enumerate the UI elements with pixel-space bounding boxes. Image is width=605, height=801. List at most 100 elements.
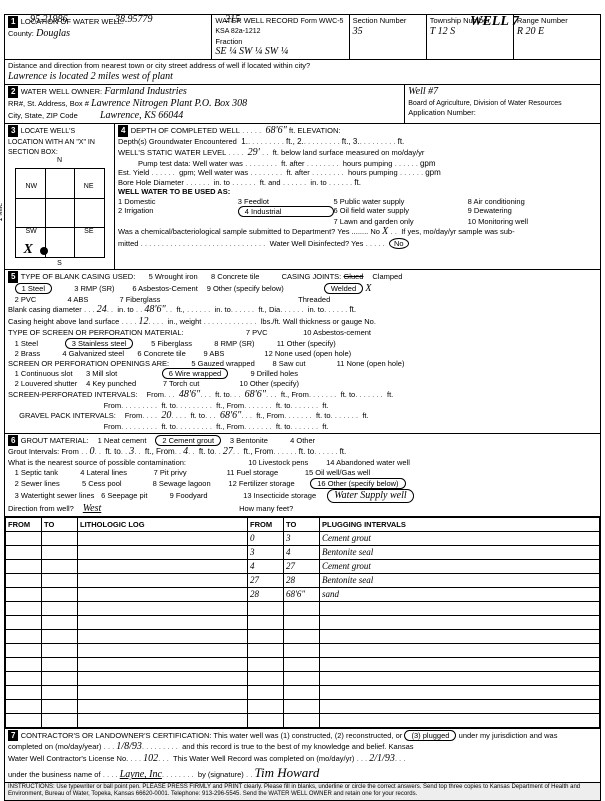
scr-7: 7 PVC bbox=[246, 328, 268, 337]
coord-1: 95.21986 bbox=[30, 14, 68, 26]
scr-3: 3 Stainless steel bbox=[65, 338, 134, 349]
owner-val: Farmland Industries bbox=[104, 86, 187, 97]
county-val: Douglas bbox=[36, 28, 70, 39]
direction-lbl: Distance and direction from nearest town… bbox=[8, 61, 310, 70]
scr-12: 12 None used (open hole) bbox=[264, 349, 351, 358]
compass-n: N bbox=[8, 157, 111, 165]
dia2: 48'6" bbox=[144, 304, 165, 315]
joints-lbl: CASING JOINTS: bbox=[282, 272, 342, 281]
dot-mark bbox=[40, 247, 48, 255]
co-2: 2 Sewer lines bbox=[15, 479, 60, 488]
use-3: 3 Feedlot bbox=[238, 197, 334, 206]
co-6: 6 Seepage pit bbox=[101, 491, 147, 500]
pump-lbl: Pump test data: Well water was bbox=[138, 159, 243, 168]
chem-lbl: Was a chemical/bacteriological sample su… bbox=[118, 227, 380, 236]
range-val: R 20 E bbox=[517, 26, 544, 37]
cas-opt-7: 7 Fiberglass bbox=[119, 295, 160, 304]
co-16: 16 Other (specify below) bbox=[310, 478, 405, 489]
use-4: 4 Industrial bbox=[238, 206, 334, 217]
height-val: 12 bbox=[138, 316, 148, 327]
yield-lbl: Est. Yield bbox=[118, 168, 149, 177]
log-header: TO bbox=[42, 517, 78, 531]
gi-lbl: Grout Intervals: From bbox=[8, 447, 79, 456]
table-row bbox=[6, 671, 600, 685]
sec5-num: 5 bbox=[8, 271, 18, 283]
sec7-num: 7 bbox=[8, 730, 18, 742]
se-lbl: SE bbox=[84, 228, 93, 236]
co-15: 15 Oil well/Gas well bbox=[305, 468, 370, 477]
depths-lbl: Depth(s) Groundwater Encountered bbox=[118, 137, 237, 146]
cas-opt-5: 5 Wrought iron bbox=[149, 272, 198, 281]
gravel-to1: 68'6" bbox=[220, 410, 241, 421]
open-heading: SCREEN OR PERFORATION OPENINGS ARE: bbox=[8, 359, 169, 368]
gi-to2: 27 bbox=[223, 446, 233, 457]
dir-val: West bbox=[83, 503, 102, 514]
sig-val: Tim Howard bbox=[254, 765, 319, 780]
gr-3: 3 Bentonite bbox=[230, 436, 268, 445]
joint-glued: Glued bbox=[343, 272, 363, 281]
op-11: 11 None (open hole) bbox=[337, 359, 405, 368]
direction-val: Lawrence is located 2 miles west of plan… bbox=[8, 71, 173, 82]
dia1: 24 bbox=[97, 304, 107, 315]
scr-5: 5 Fiberglass bbox=[151, 339, 192, 348]
screen-heading: TYPE OF SCREEN OR PERFORATION MATERIAL: bbox=[8, 328, 184, 337]
contam-lbl: What is the nearest source of possible c… bbox=[8, 458, 186, 467]
joint-welded: Welded bbox=[324, 283, 363, 294]
chem-ans: X bbox=[382, 226, 388, 237]
scr-1: 1 Steel bbox=[15, 339, 38, 348]
scr-2: 2 Brass bbox=[15, 349, 40, 358]
perf-from1: 48'6" bbox=[179, 389, 200, 400]
sec4-num: 4 bbox=[118, 125, 128, 137]
sec2-heading: WATER WELL OWNER: bbox=[21, 87, 102, 96]
co-3: 3 Watertight sewer lines bbox=[15, 491, 95, 500]
gravel-from1: 20 bbox=[161, 410, 171, 421]
sec6-num: 6 bbox=[8, 435, 18, 447]
app-lbl: Application Number: bbox=[408, 108, 476, 117]
scr-10: 10 Asbestos-cement bbox=[303, 328, 371, 337]
op-3: 3 Mill slot bbox=[86, 369, 117, 378]
disinfect-no: No bbox=[389, 238, 409, 249]
sec1-num: 1 bbox=[8, 16, 18, 28]
scr-8: 8 RMP (SR) bbox=[214, 339, 254, 348]
sec4-heading: DEPTH OF COMPLETED WELL bbox=[131, 126, 240, 135]
co-7: 7 Pit privy bbox=[154, 468, 187, 477]
co-13: 13 Insecticide storage bbox=[243, 491, 316, 500]
use-1: 1 Domestic bbox=[118, 197, 238, 206]
use-5: 5 Public water supply bbox=[334, 197, 468, 206]
log-header: LITHOLOGIC LOG bbox=[78, 517, 248, 531]
other-val: Water Supply well bbox=[327, 489, 413, 503]
op-2: 2 Louvered shutter bbox=[15, 379, 78, 388]
op-1: 1 Continuous slot bbox=[15, 369, 73, 378]
sec5-heading: TYPE OF BLANK CASING USED: bbox=[21, 272, 136, 281]
biz-lbl: under the business name of bbox=[8, 770, 101, 779]
co-10: 10 Livestock pens bbox=[248, 458, 308, 467]
lic-val: 102 bbox=[143, 753, 158, 764]
instructions: INSTRUCTIONS: Use typewriter or ball poi… bbox=[5, 783, 600, 799]
board-lbl: Board of Agriculture, Division of Water … bbox=[408, 100, 561, 107]
fraction-val: SE ¼ SW ¼ SW ¼ bbox=[215, 46, 288, 57]
cas-opt-6: 6 Asbestos-Cement bbox=[132, 284, 197, 293]
rec-lbl: This Water Well Record was completed on … bbox=[173, 754, 354, 763]
log-header: PLUGGING INTERVALS bbox=[320, 517, 600, 531]
perf-lbl: SCREEN-PERFORATED INTERVALS: bbox=[8, 390, 138, 399]
table-row bbox=[6, 713, 600, 727]
range-lbl: Range Number bbox=[517, 16, 568, 25]
cas-opt-2: 2 PVC bbox=[15, 295, 37, 304]
ne-lbl: NE bbox=[84, 183, 94, 191]
cas-opt-8: 8 Concrete tile bbox=[211, 272, 259, 281]
well-label: WELL 7 bbox=[470, 14, 519, 31]
sec2-num: 2 bbox=[8, 86, 18, 98]
use-9: 9 Dewatering bbox=[468, 206, 597, 217]
form-no: Form WWC-5 bbox=[301, 18, 344, 25]
sectionnum-val: 35 bbox=[353, 26, 363, 37]
co-1: 1 Septic tank bbox=[15, 468, 58, 477]
log-table: FROMTOLITHOLOGIC LOGFROMTOPLUGGING INTER… bbox=[5, 517, 600, 728]
section-box: NW NE SW SE X bbox=[15, 168, 105, 258]
table-row bbox=[6, 685, 600, 699]
table-row bbox=[6, 657, 600, 671]
sectionnum-lbl: Section Number bbox=[353, 16, 407, 25]
wellno-val: Well #7 bbox=[408, 86, 438, 97]
op-5: 5 Gauzed wrapped bbox=[191, 359, 254, 368]
mid-number: 215 bbox=[225, 14, 240, 26]
completed-val: 1/8/93 bbox=[116, 741, 142, 752]
